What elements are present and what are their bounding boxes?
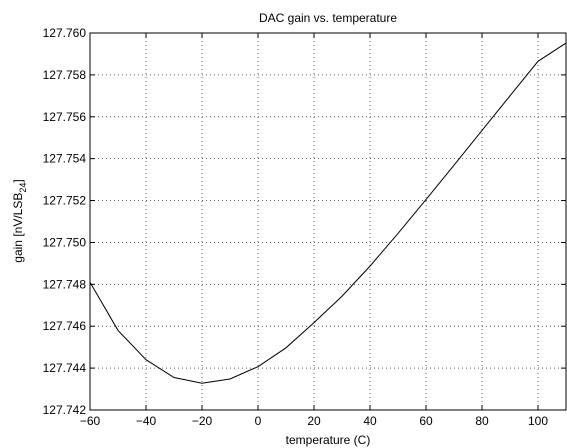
x-tick-label: 100 <box>528 414 548 428</box>
x-tick-label: 0 <box>255 414 262 428</box>
x-axis-label: temperature (C) <box>286 433 371 447</box>
y-tick-label: 127.752 <box>43 194 87 208</box>
plot-area <box>89 32 567 411</box>
y-tick-label: 127.754 <box>43 152 87 166</box>
x-tick-label: −20 <box>192 414 213 428</box>
y-axis-label: gain [nV/LSB24] <box>11 179 28 262</box>
y-tick-label: 127.746 <box>43 319 87 333</box>
x-tick-label: −40 <box>136 414 157 428</box>
y-tick-label: 127.760 <box>43 26 87 40</box>
y-axis-label-main: gain [nV/LSB <box>11 193 25 263</box>
y-tick-label: 127.750 <box>43 235 87 249</box>
y-axis-label-end: ] <box>11 179 25 182</box>
y-tick-label: 127.748 <box>43 277 87 291</box>
y-tick-label: 127.756 <box>43 110 87 124</box>
y-axis-label-subscript: 24 <box>18 183 28 193</box>
x-tick-label: −60 <box>80 414 101 428</box>
ticks <box>89 32 566 411</box>
x-tick-labels: −60 −40 −20 0 20 40 60 80 100 <box>80 414 549 428</box>
y-tick-label: 127.758 <box>43 68 87 82</box>
y-tick-label: 127.744 <box>43 361 87 375</box>
y-tick-labels: 127.742 127.744 127.746 127.748 127.750 127.7… <box>43 26 87 417</box>
x-tick-label: 80 <box>475 414 489 428</box>
chart-title: DAC gain vs. temperature <box>259 11 397 25</box>
x-tick-label: 20 <box>307 414 321 428</box>
grid <box>90 33 566 410</box>
series-line <box>89 42 567 384</box>
x-tick-label: 60 <box>419 414 433 428</box>
x-tick-label: 40 <box>363 414 377 428</box>
y-tick-label: 127.742 <box>43 403 87 417</box>
